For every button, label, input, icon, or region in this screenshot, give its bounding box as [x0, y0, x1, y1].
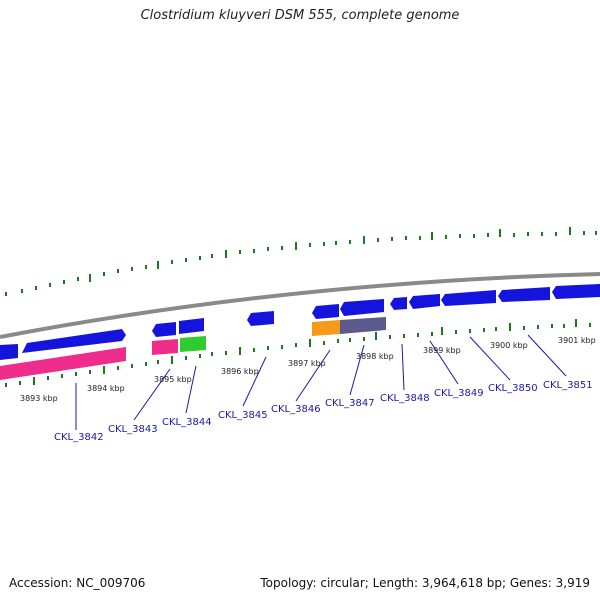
gene-arrow [340, 299, 384, 316]
outer-tick-row [5, 227, 597, 296]
leader-line [349, 344, 365, 396]
kbp-label: 3898 kbp [356, 352, 394, 361]
kbp-label: 3897 kbp [288, 359, 326, 368]
inner-tick-row [5, 319, 591, 387]
gene-label: CKL_3847 [325, 398, 375, 409]
leader-line [401, 343, 405, 391]
gene-label: CKL_3851 [543, 380, 593, 391]
gene-arrow [441, 290, 496, 306]
leader-line [527, 334, 567, 377]
rrna-bar [0, 347, 126, 380]
gene-arrow [22, 329, 126, 353]
genome-backbone [0, 272, 600, 339]
gene-label: CKL_3848 [380, 393, 430, 404]
kbp-label: 3900 kbp [490, 341, 528, 350]
gene-arrow [247, 311, 274, 326]
leader-line [242, 356, 267, 407]
gene-arrow [498, 287, 550, 302]
trna-bar [180, 336, 206, 352]
gene-arrow [0, 344, 18, 360]
leader-line [429, 340, 459, 385]
gene-label: CKL_3844 [162, 417, 212, 428]
gene-label: CKL_3849 [434, 388, 484, 399]
outer-ticks [5, 227, 597, 296]
gene-arrow [409, 294, 440, 309]
kbp-labels: 3893 kbp 3894 kbp 3895 kbp 3896 kbp 3897… [20, 336, 596, 403]
slate-feature [340, 317, 386, 334]
kbp-label: 3896 kbp [221, 367, 259, 376]
kbp-label: 3893 kbp [20, 394, 58, 403]
forward-strand-genes [0, 284, 600, 360]
gene-label: CKL_3846 [271, 404, 321, 415]
gene-label: CKL_3845 [218, 410, 268, 421]
gene-label-leaders [75, 334, 567, 430]
gene-labels: CKL_3842 CKL_3843 CKL_3844 CKL_3845 CKL_… [54, 380, 593, 443]
gene-arrow [552, 284, 600, 299]
gene-label: CKL_3843 [108, 424, 158, 435]
kbp-label: 3901 kbp [558, 336, 596, 345]
map-title: Clostridium kluyveri DSM 555, complete g… [140, 8, 460, 23]
topology-text: Topology: circular; Length: 3,964,618 bp… [260, 576, 590, 590]
gene-arrow [390, 297, 407, 310]
gene-arrow [179, 318, 204, 334]
leader-line [469, 336, 511, 381]
gene-arrow [312, 304, 339, 319]
leader-line [185, 365, 197, 414]
gene-label: CKL_3842 [54, 432, 104, 443]
leader-line [133, 368, 171, 421]
orange-feature [312, 320, 340, 336]
kbp-label: 3894 kbp [87, 384, 125, 393]
kbp-label: 3895 kbp [154, 375, 192, 384]
leader-line [295, 349, 331, 402]
feature-strand [0, 317, 386, 380]
rrna-bar [152, 339, 178, 355]
inner-ticks [5, 319, 591, 387]
accession-text: Accession: NC_009706 [9, 576, 146, 590]
gene-label: CKL_3850 [488, 383, 538, 394]
kbp-label: 3899 kbp [423, 346, 461, 355]
gene-arrow [152, 322, 176, 337]
